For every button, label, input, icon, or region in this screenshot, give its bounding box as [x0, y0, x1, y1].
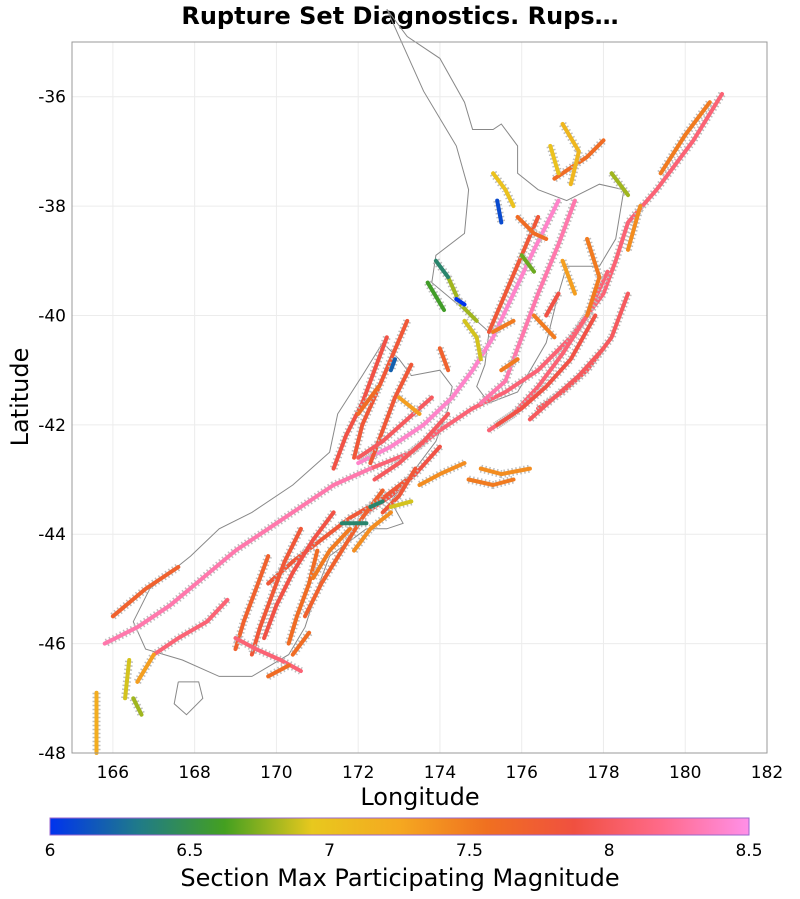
colorbar-tick-label: 6.5	[176, 841, 203, 861]
fault-section	[548, 143, 561, 176]
plot-frame	[71, 41, 768, 754]
y-tick-label: -42	[38, 416, 66, 436]
x-tick-label: 174	[424, 763, 456, 783]
fault-section	[519, 253, 536, 274]
fault-sections-layer	[92, 91, 726, 755]
fault-section	[352, 510, 393, 553]
fault-section	[233, 554, 271, 652]
y-tick-label: -46	[38, 635, 66, 655]
south-island-coastline	[132, 342, 453, 677]
fault-section	[266, 477, 410, 586]
fault-section	[446, 275, 479, 323]
chart-title: Rupture Set Diagnostics. Rups…	[181, 2, 619, 30]
x-tick-label: 180	[669, 763, 701, 783]
fault-section	[585, 236, 602, 318]
fault-section	[544, 291, 561, 318]
fault-section	[356, 384, 381, 416]
colorbar-tick-label: 7.5	[456, 841, 483, 861]
y-tick-label: -36	[38, 88, 66, 108]
fault-dip-hatch	[368, 91, 726, 473]
fault-section	[388, 357, 397, 373]
fault-section	[352, 318, 410, 460]
fault-section	[425, 280, 446, 312]
x-tick-label: 178	[587, 763, 619, 783]
stewart-island-coastline	[173, 681, 204, 716]
fault-section	[131, 696, 144, 717]
fault-section	[478, 198, 577, 405]
fault-section	[437, 346, 451, 373]
fault-section	[266, 663, 291, 679]
fault-section	[372, 411, 451, 482]
fault-section	[487, 215, 541, 334]
colorbar	[49, 817, 750, 836]
fault-section	[527, 346, 606, 422]
fault-section	[311, 526, 352, 580]
fault-section	[532, 313, 557, 340]
fault-section	[515, 215, 549, 241]
fault-section	[560, 122, 581, 187]
y-tick-label: -40	[38, 306, 66, 326]
fault-section	[151, 597, 230, 657]
x-tick-label: 170	[260, 763, 292, 783]
fault-section	[560, 258, 577, 296]
fault-section	[609, 171, 630, 198]
fault-section	[123, 658, 132, 701]
gridlines	[72, 42, 768, 754]
x-tick-label: 172	[342, 763, 374, 783]
y-axis-label: Latitude	[6, 348, 34, 447]
fault-section	[380, 466, 418, 515]
colorbar-ticks: 6 6.5 7 7.5 8 8.5	[45, 841, 763, 861]
x-tick-label: 176	[505, 763, 537, 783]
fault-section	[499, 357, 520, 373]
colorbar-tick-label: 8	[604, 841, 615, 861]
fault-section	[303, 488, 385, 619]
fault-section	[368, 499, 385, 509]
y-tick-label: -48	[38, 744, 66, 764]
fault-section	[454, 297, 467, 307]
fault-section	[290, 630, 312, 657]
fault-section	[368, 92, 724, 471]
fault-section	[388, 499, 414, 509]
fault-section	[466, 477, 516, 487]
fault-section	[433, 258, 451, 280]
colorbar-tick-label: 6	[45, 841, 56, 861]
fault-section	[552, 138, 606, 181]
y-tick-label: -38	[38, 197, 66, 217]
fault-dip-hatch	[102, 464, 373, 648]
fault-section	[331, 335, 389, 471]
x-tick-label: 168	[178, 763, 210, 783]
fault-section	[286, 548, 320, 646]
x-tick-label: 182	[751, 763, 783, 783]
fault-section	[249, 526, 303, 657]
axis-ticks: 166 168 170 172 174 176 178 180 182 -36 -38 -40 -42 -…	[38, 88, 783, 783]
fault-section	[110, 565, 181, 619]
fault-section	[495, 313, 598, 427]
fault-section	[397, 395, 422, 416]
fault-section	[658, 100, 712, 176]
fault-section	[495, 198, 504, 225]
fault-section	[491, 318, 516, 334]
fault-section	[262, 510, 336, 641]
fault-section	[626, 204, 643, 252]
fault-section	[491, 171, 516, 209]
fault-section	[478, 466, 532, 477]
x-tick-label: 166	[97, 763, 129, 783]
fault-section	[102, 466, 373, 646]
fault-section	[356, 395, 434, 460]
y-tick-label: -44	[38, 525, 66, 545]
colorbar-tick-label: 8.5	[735, 841, 762, 861]
fault-section	[462, 318, 483, 362]
fault-section	[135, 652, 156, 684]
fault-section	[417, 461, 467, 487]
x-axis-label: Longitude	[360, 783, 479, 811]
colorbar-label: Section Max Participating Magnitude	[180, 864, 619, 892]
colorbar-tick-label: 7	[324, 841, 335, 861]
